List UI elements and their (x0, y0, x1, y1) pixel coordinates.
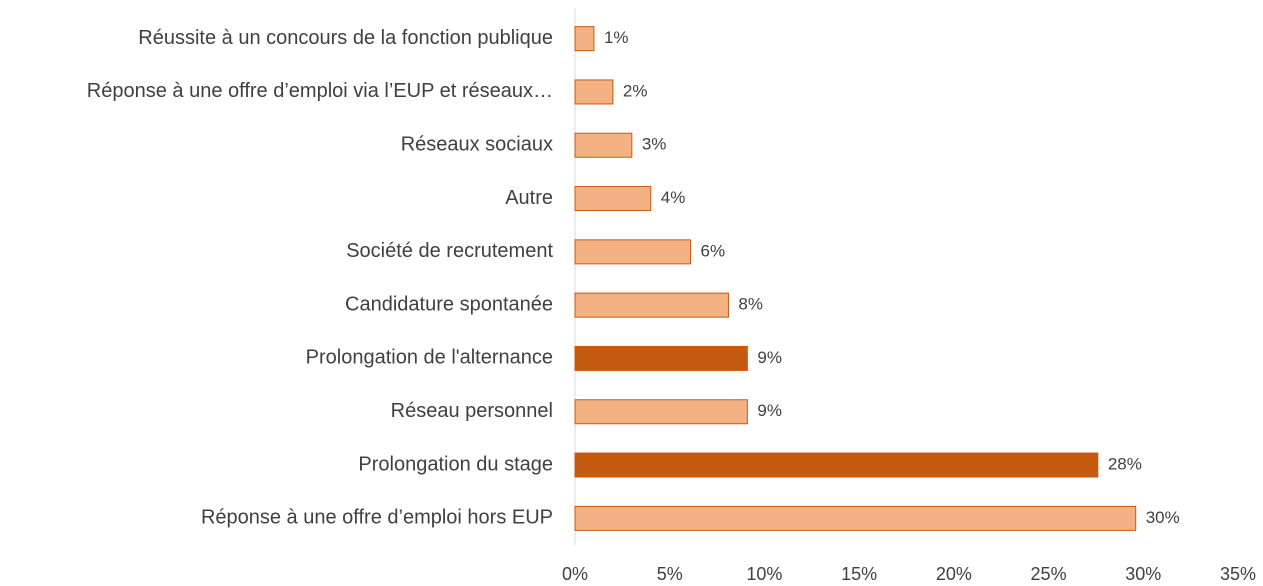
bar (574, 505, 1137, 531)
bar (574, 452, 1099, 478)
category-label: Réseaux sociaux (401, 134, 553, 156)
value-label: 6% (701, 241, 726, 260)
x-tick-label: 10% (746, 564, 782, 584)
value-label: 8% (738, 295, 763, 314)
x-tick-label: 0% (562, 564, 588, 584)
x-tick-label: 5% (657, 564, 683, 584)
category-label: Réseau personnel (391, 400, 553, 422)
bar (574, 79, 614, 105)
category-label: Société de recrutement (346, 240, 553, 262)
category-label: Candidature spontanée (345, 293, 553, 315)
value-label: 3% (642, 135, 667, 154)
value-label: 4% (661, 188, 686, 207)
category-label: Prolongation du stage (358, 453, 553, 475)
x-tick-label: 35% (1220, 564, 1256, 584)
category-label: Réponse à une offre d’emploi via l’EUP e… (87, 80, 553, 102)
category-label: Prolongation de l'alternance (306, 347, 553, 369)
x-tick-label: 20% (936, 564, 972, 584)
x-tick-label: 15% (841, 564, 877, 584)
x-tick-label: 25% (1031, 564, 1067, 584)
category-label: Réponse à une offre d’emploi hors EUP (201, 507, 553, 529)
value-label: 30% (1146, 508, 1180, 527)
category-label: Réussite à un concours de la fonction pu… (138, 27, 553, 49)
bar (574, 132, 633, 158)
bar (574, 292, 729, 318)
value-label: 2% (623, 81, 648, 100)
value-label: 28% (1108, 455, 1142, 474)
x-tick-label: 30% (1125, 564, 1161, 584)
bar (574, 26, 595, 52)
category-label: Autre (505, 187, 553, 209)
bar (574, 399, 748, 425)
bar (574, 345, 748, 371)
bar (574, 239, 692, 265)
bar (574, 186, 652, 212)
value-label: 9% (757, 401, 782, 420)
value-label: 9% (757, 348, 782, 367)
value-label: 1% (604, 28, 629, 47)
